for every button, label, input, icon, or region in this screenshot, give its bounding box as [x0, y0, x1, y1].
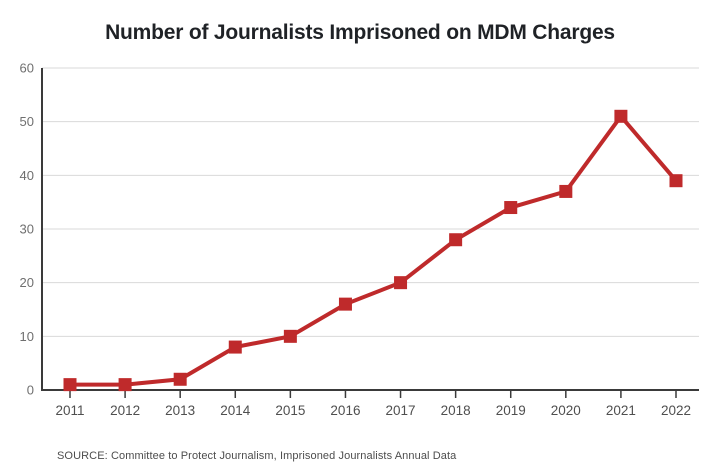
y-axis-tick-label: 60 — [20, 61, 34, 76]
y-axis-tick-label: 10 — [20, 329, 34, 344]
data-point-marker — [338, 297, 352, 311]
data-point-marker — [614, 109, 628, 123]
x-axis-tick-label: 2017 — [386, 403, 416, 418]
x-axis-tick-label: 2011 — [55, 403, 84, 418]
source-note: SOURCE: Committee to Protect Journalism,… — [57, 450, 457, 462]
x-axis-tick-label: 2014 — [220, 403, 251, 418]
data-point-marker — [228, 340, 242, 354]
x-axis-tick-label: 2013 — [165, 403, 195, 418]
x-axis-tick-label: 2021 — [606, 403, 636, 418]
y-axis-tick-label: 20 — [20, 275, 34, 290]
data-point-marker — [559, 184, 573, 198]
x-axis-tick-label: 2012 — [110, 403, 140, 418]
data-line — [70, 113, 678, 387]
data-point-marker — [449, 233, 463, 247]
x-axis-tick-label: 2020 — [551, 403, 581, 418]
x-axis-tick-label: 2018 — [441, 403, 471, 418]
x-axis-tick-label: 2015 — [275, 403, 305, 418]
x-axis-tick-label: 2019 — [496, 403, 526, 418]
y-axis-tick-label: 40 — [20, 168, 34, 183]
data-point-marker — [504, 201, 518, 215]
x-axis-tick-label: 2016 — [330, 403, 360, 418]
y-axis-tick-label: 30 — [20, 222, 34, 237]
y-axis-tick-label: 0 — [27, 383, 34, 398]
y-axis-tick-label: 50 — [20, 114, 34, 129]
data-point-marker — [63, 378, 77, 392]
x-axis-tick-label: 2022 — [661, 403, 691, 418]
data-point-marker — [118, 378, 132, 392]
data-point-marker — [173, 372, 187, 386]
data-point-marker — [283, 329, 297, 343]
data-point-marker — [669, 174, 683, 188]
chart-title: Number of Journalists Imprisoned on MDM … — [105, 21, 615, 44]
data-point-marker — [394, 276, 408, 290]
